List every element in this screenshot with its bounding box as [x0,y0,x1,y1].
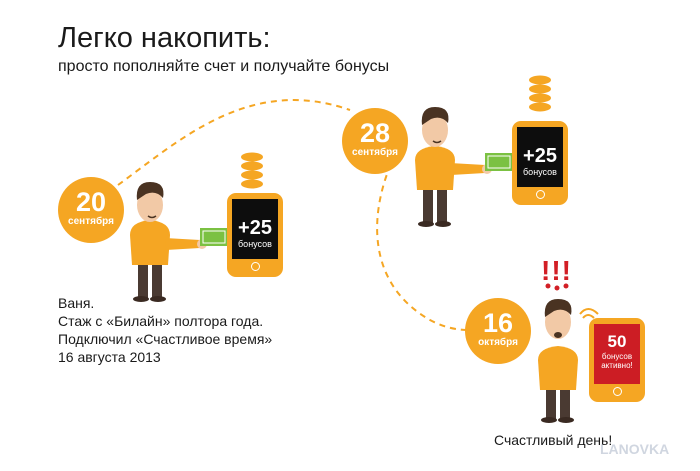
person-figure [130,182,207,302]
date-badge: 16 октября [465,298,531,364]
watermark: LANOVKA [600,441,670,457]
date-month: октября [478,337,518,348]
person-figure [415,107,492,227]
home-button-icon [536,190,545,199]
bonus-label: бонусов [238,239,272,249]
dashed-timeline-path [117,99,351,186]
phone-icon: +25 бонусов [512,121,568,205]
dashed-timeline-path-2 [376,144,469,331]
phone-screen: +25 бонусов [517,127,563,187]
person-figure [538,299,578,423]
description-line: Подключил «Счастливое время» [58,331,273,347]
date-day: 20 [75,187,107,217]
description-line: Ваня. [58,295,95,311]
description-line: 16 августа 2013 [58,349,161,365]
phone-screen: +25 бонусов [232,199,278,259]
bonus-value: +25 [238,217,272,239]
signal-icon [579,308,599,315]
exclamation-marks: !!! [541,255,572,286]
phone-icon: +25 бонусов [227,193,283,277]
date-month: сентября [68,216,114,227]
page-title: Легко накопить: [58,22,271,54]
bonus-label: бонусов активно! [601,352,633,370]
date-badge: 20 сентября [58,177,124,243]
page-subtitle: просто пополняйте счет и получайте бонус… [58,58,390,75]
banknote-icon [200,228,228,246]
phone-screen-active: 50 бонусов активно! [594,324,640,384]
date-badge: 28 сентября [342,108,408,174]
customer-description: Ваня. Стаж с «Билайн» полтора года. Подк… [58,294,272,366]
banknote-icon [485,153,513,171]
signal-icon [582,314,595,319]
home-button-icon [251,262,260,271]
happy-day-caption: Счастливый день! [494,432,613,448]
coins-icon [529,75,551,112]
coins-icon [241,152,263,189]
date-month: сентября [352,147,398,158]
bonus-value: 50 [607,332,627,351]
bonus-value: +25 [523,145,557,167]
description-line: Стаж с «Билайн» полтора года. [58,313,264,329]
bonus-label: бонусов [523,167,557,177]
home-button-icon [613,387,622,396]
phone-icon: 50 бонусов активно! [589,318,645,402]
date-day: 16 [482,308,514,338]
date-day: 28 [359,118,391,148]
